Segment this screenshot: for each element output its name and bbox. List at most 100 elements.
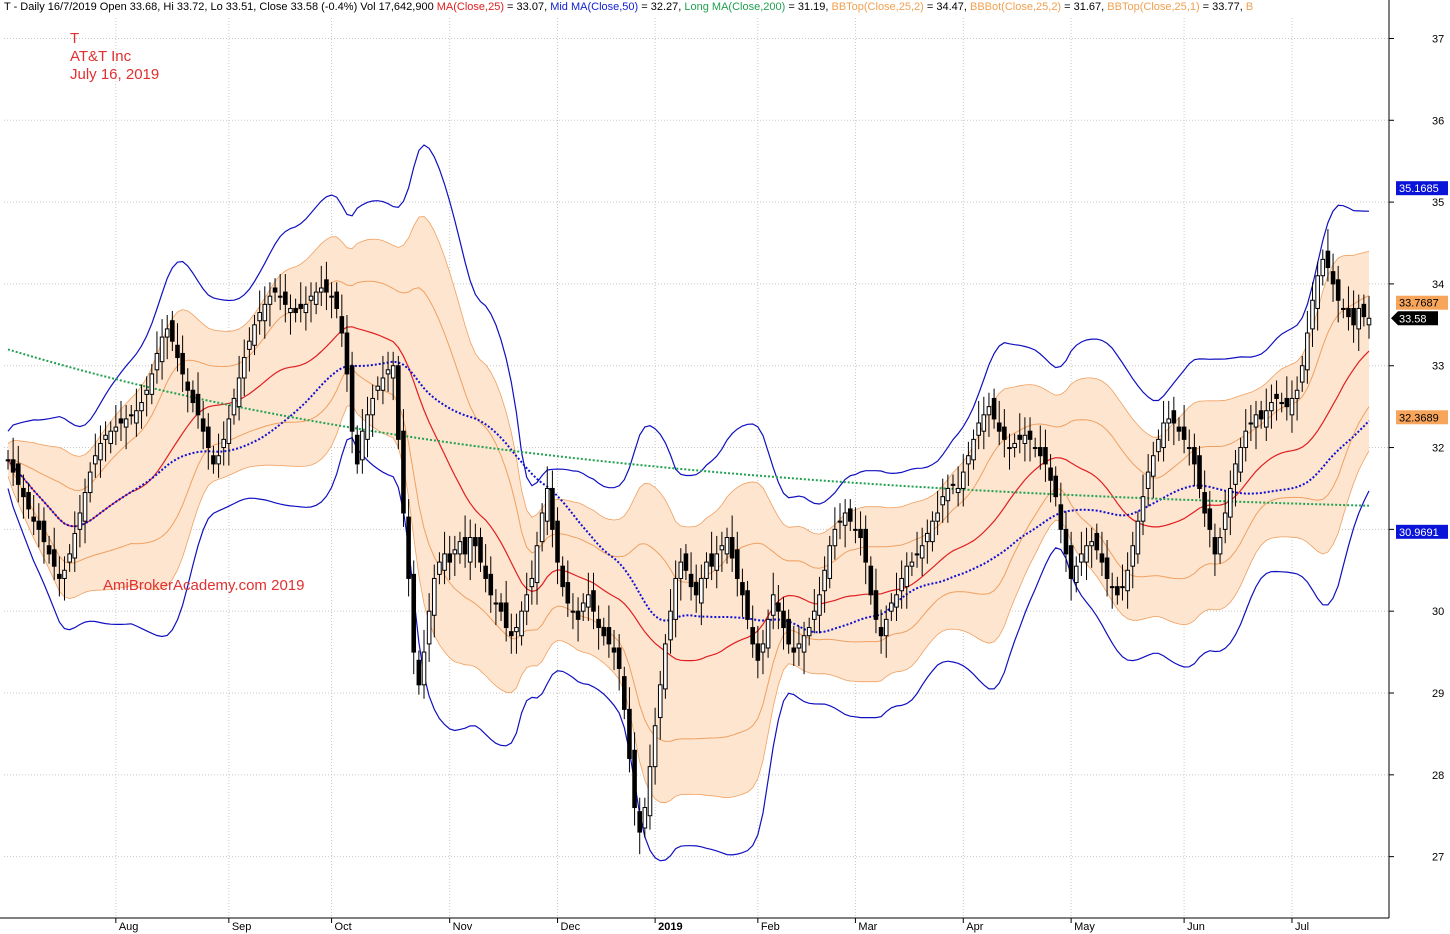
candle-up — [524, 594, 530, 612]
x-tick-label: 2019 — [658, 921, 682, 933]
candle-up — [699, 577, 704, 604]
candle-down — [293, 307, 298, 314]
candle-down — [324, 279, 329, 293]
header-segment-12: = 33.77, — [1199, 1, 1246, 13]
header-segment-10: = 31.67, — [1061, 1, 1108, 13]
candle-down — [1043, 447, 1048, 465]
candle-down — [1361, 303, 1367, 318]
candle-up — [1166, 418, 1171, 424]
candle-up — [1243, 430, 1249, 449]
candle-up — [724, 537, 730, 555]
y-tick-label: 27 — [1432, 852, 1444, 864]
candle-up — [1217, 537, 1223, 555]
candle-down — [729, 537, 735, 559]
candle-up — [580, 602, 586, 612]
candle-down — [632, 749, 637, 809]
candle-up — [673, 577, 678, 620]
candle-up — [144, 389, 149, 395]
candle-up — [1089, 541, 1094, 547]
price-marker-label: 35.1685 — [1399, 183, 1439, 195]
candle-down — [596, 618, 601, 629]
candle-up — [704, 561, 709, 579]
y-tick-label: 35 — [1432, 197, 1444, 209]
candle-down — [1099, 553, 1105, 563]
candle-up — [149, 373, 155, 395]
header-segment-8: = 34.47, — [923, 1, 970, 13]
candle-up — [123, 418, 129, 428]
candle-down — [503, 602, 509, 629]
candle-up — [257, 312, 262, 322]
bb-bottom-1-line — [7, 367, 1370, 742]
candle-up — [842, 512, 848, 526]
candle-down — [781, 610, 786, 629]
candle-down — [26, 492, 31, 510]
candle-up — [955, 487, 961, 494]
candle-down — [396, 365, 401, 440]
y-tick-label: 34 — [1432, 279, 1444, 291]
candle-up — [899, 577, 904, 592]
ticker-label: T — [70, 30, 80, 47]
candle-up — [452, 549, 458, 555]
candle-down — [996, 422, 1002, 432]
candle-up — [519, 610, 524, 637]
candle-up — [1299, 365, 1305, 383]
header-segment-9: BBBot(Close,25,2) — [970, 1, 1062, 13]
candle-up — [883, 618, 889, 637]
candle-up — [442, 553, 447, 571]
candle-down — [272, 287, 278, 293]
candle-up — [1238, 447, 1243, 473]
x-tick-label: Feb — [761, 921, 780, 933]
candle-down — [1248, 422, 1254, 425]
candle-down — [1058, 504, 1064, 530]
candle-down — [1202, 492, 1207, 514]
candle-up — [981, 414, 987, 432]
candle-up — [1135, 520, 1141, 555]
candle-up — [1366, 317, 1372, 326]
candle-down — [354, 434, 360, 465]
y-tick-label: 36 — [1432, 115, 1444, 127]
candle-down — [1181, 426, 1187, 440]
candle-up — [642, 807, 648, 829]
price-marker — [1396, 410, 1448, 425]
candle-up — [5, 459, 11, 462]
candle-down — [555, 520, 560, 563]
candle-down — [1197, 455, 1202, 489]
candle-down — [1351, 307, 1356, 326]
candle-down — [200, 418, 206, 432]
candle-up — [801, 635, 807, 653]
candle-up — [1222, 512, 1228, 530]
candle-up — [87, 471, 93, 494]
candle-up — [390, 365, 396, 379]
candle-down — [1192, 447, 1197, 465]
candle-up — [657, 684, 663, 719]
candle-up — [313, 291, 319, 305]
candle-up — [82, 492, 88, 522]
header-segment-6: = 31.19, — [785, 1, 832, 13]
candle-down — [1038, 447, 1043, 457]
candle-down — [1176, 426, 1182, 432]
candle-down — [734, 549, 740, 579]
x-tick-label: Jun — [1187, 921, 1205, 933]
candle-up — [919, 545, 925, 559]
candle-up — [437, 561, 442, 575]
candle-up — [421, 651, 427, 686]
candle-down — [283, 291, 288, 305]
price-marker — [1396, 181, 1448, 196]
y-tick-label: 32 — [1432, 443, 1444, 455]
y-tick-label: 28 — [1432, 770, 1444, 782]
candle-down — [473, 537, 478, 547]
title-box: T AT&T Inc July 16, 2019 — [70, 30, 159, 84]
x-tick-label: Aug — [119, 921, 139, 933]
candle-down — [776, 602, 781, 612]
candle-down — [31, 516, 36, 522]
bollinger-band-fill — [8, 216, 1369, 803]
candle-down — [1335, 279, 1341, 301]
candle-up — [77, 512, 83, 530]
candle-down — [1027, 430, 1033, 440]
candle-down — [190, 389, 196, 404]
candle-up — [360, 430, 365, 461]
candle-up — [945, 487, 951, 502]
candle-up — [72, 532, 78, 559]
candle-up — [1341, 307, 1346, 310]
